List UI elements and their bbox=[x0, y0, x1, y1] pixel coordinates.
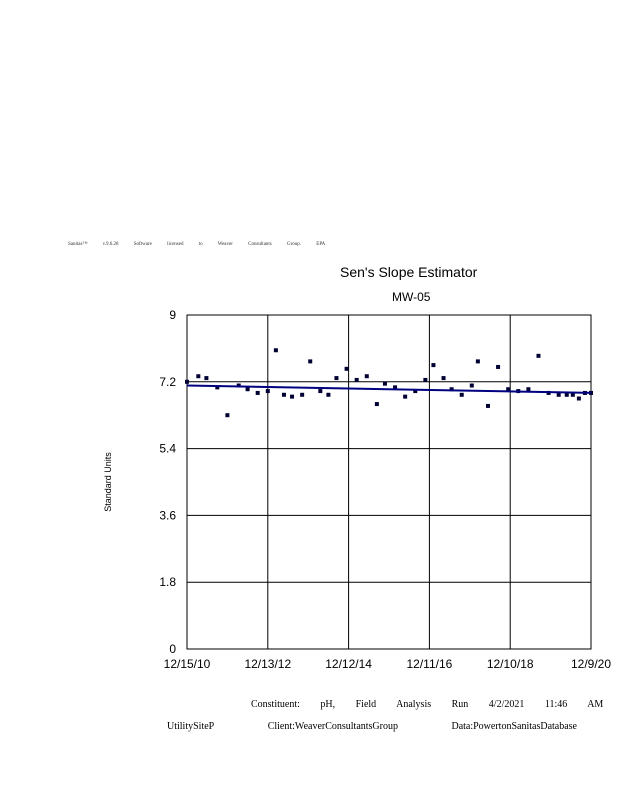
data-point bbox=[225, 413, 230, 418]
data-point bbox=[393, 385, 398, 390]
data-point bbox=[204, 376, 209, 381]
data-point bbox=[255, 390, 260, 395]
data-point bbox=[281, 392, 286, 397]
data-point bbox=[185, 379, 189, 384]
data-point bbox=[506, 387, 511, 392]
footer-client: Client:WeaverConsultantsGroup bbox=[267, 721, 398, 732]
x-tick-label: 12/11/16 bbox=[406, 657, 452, 671]
data-point bbox=[374, 402, 379, 407]
x-tick-label: 12/9/20 bbox=[571, 657, 611, 671]
y-tick-label: 5.4 bbox=[159, 442, 176, 456]
footer-site: UtilitySiteP bbox=[167, 721, 215, 732]
data-point bbox=[423, 377, 428, 382]
footer-meta: UtilitySiteP Client:WeaverConsultantsGro… bbox=[167, 721, 577, 732]
x-tick-label: 12/12/14 bbox=[325, 657, 372, 671]
license-text: Sanitas™ v.9.6.28 Software licensed to W… bbox=[68, 242, 326, 247]
footer-run-info: Constituent: pH, Field Analysis Run 4/2/… bbox=[251, 699, 604, 710]
data-point bbox=[308, 359, 313, 364]
data-point bbox=[449, 387, 454, 392]
data-point bbox=[469, 383, 474, 388]
y-tick-label: 3.6 bbox=[159, 508, 176, 522]
y-tick-label: 7.2 bbox=[159, 375, 176, 389]
data-point bbox=[265, 389, 270, 394]
data-point bbox=[290, 394, 295, 399]
data-point bbox=[459, 392, 464, 397]
data-point bbox=[475, 359, 480, 364]
data-points bbox=[185, 348, 593, 418]
data-point bbox=[431, 363, 436, 368]
data-point bbox=[196, 374, 201, 379]
data-point bbox=[245, 387, 250, 392]
data-point bbox=[441, 376, 446, 381]
y-tick-label: 0 bbox=[169, 642, 176, 656]
data-point bbox=[326, 392, 331, 397]
data-point bbox=[413, 389, 418, 394]
data-point bbox=[536, 353, 541, 358]
footer-data: Data:PowertonSanitasDatabase bbox=[451, 721, 577, 732]
data-point bbox=[564, 392, 569, 397]
data-point bbox=[576, 396, 581, 401]
x-tick-label: 12/10/18 bbox=[487, 657, 534, 671]
plot-border bbox=[186, 314, 592, 650]
tick-labels: 0 1.8 3.6 5.4 7.2 9 12/15/10 12/13/12 12/12/14 12… bbox=[159, 308, 611, 671]
data-point bbox=[570, 392, 575, 397]
trend-line bbox=[186, 384, 592, 394]
data-point bbox=[526, 387, 531, 392]
data-point bbox=[334, 376, 339, 381]
data-point bbox=[215, 385, 220, 390]
data-point bbox=[364, 374, 369, 379]
y-tick-label: 9 bbox=[169, 308, 176, 322]
y-tick-label: 1.8 bbox=[159, 575, 176, 589]
chart-subtitle: MW-05 bbox=[392, 290, 431, 304]
chart-title: Sen's Slope Estimator bbox=[340, 264, 478, 280]
grid bbox=[186, 314, 592, 650]
data-point bbox=[354, 377, 359, 382]
data-point bbox=[556, 392, 561, 397]
data-point bbox=[382, 381, 387, 386]
x-tick-label: 12/15/10 bbox=[164, 657, 211, 671]
data-point bbox=[273, 348, 278, 353]
data-point bbox=[300, 392, 305, 397]
x-tick-label: 12/13/12 bbox=[244, 657, 291, 671]
data-point bbox=[485, 403, 490, 408]
data-point bbox=[344, 366, 349, 371]
data-point bbox=[403, 394, 408, 399]
trend-line-path bbox=[186, 384, 592, 394]
data-point bbox=[318, 389, 323, 394]
data-point bbox=[496, 364, 501, 369]
